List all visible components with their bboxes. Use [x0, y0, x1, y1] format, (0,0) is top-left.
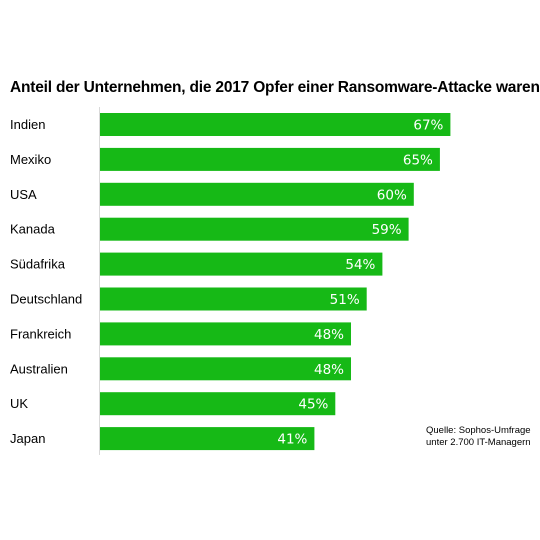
- source-line-1: Quelle: Sophos-Umfrage: [426, 425, 531, 436]
- value-label: 51%: [330, 292, 360, 308]
- value-label: 54%: [345, 257, 375, 273]
- bar-japan: [100, 427, 315, 451]
- value-label: 60%: [377, 187, 407, 203]
- value-label: 67%: [413, 118, 443, 134]
- category-label: Mexiko: [10, 152, 51, 167]
- bar-frankreich: [100, 322, 351, 346]
- category-label: Südafrika: [10, 257, 66, 272]
- value-label: 48%: [314, 362, 344, 378]
- chart-title: Anteil der Unternehmen, die 2017 Opfer e…: [10, 79, 540, 96]
- category-label: Deutschland: [10, 292, 82, 307]
- bar-australien: [100, 357, 351, 381]
- category-label: UK: [10, 396, 28, 411]
- value-label: 65%: [403, 152, 433, 168]
- bars-layer: [100, 113, 451, 451]
- source-line-2: unter 2.700 IT-Managern: [426, 437, 531, 448]
- value-label: 48%: [314, 327, 344, 343]
- source-note: Quelle: Sophos-Umfrage unter 2.700 IT-Ma…: [426, 425, 531, 449]
- category-label: Japan: [10, 431, 45, 446]
- bar-südafrika: [100, 252, 383, 276]
- bar-uk: [100, 392, 336, 416]
- value-label: 41%: [277, 432, 307, 448]
- bar-indien: [100, 113, 451, 136]
- bar-kanada: [100, 217, 409, 241]
- category-label: Australien: [10, 361, 68, 376]
- category-label: Frankreich: [10, 326, 71, 341]
- bar-mexiko: [100, 147, 440, 171]
- bar-usa: [100, 182, 414, 206]
- category-labels-layer: Indien Mexiko USA Kanada Südafrika Deutschlan…: [10, 117, 82, 446]
- value-labels-layer: 67% 65% 60% 59% 54% 51% 48% 48% 45% 41%: [277, 118, 443, 448]
- category-label: Indien: [10, 117, 45, 132]
- category-label: USA: [10, 187, 37, 202]
- value-label: 59%: [372, 222, 402, 238]
- value-label: 45%: [298, 397, 328, 413]
- bar-deutschland: [100, 287, 367, 311]
- category-label: Kanada: [10, 222, 56, 237]
